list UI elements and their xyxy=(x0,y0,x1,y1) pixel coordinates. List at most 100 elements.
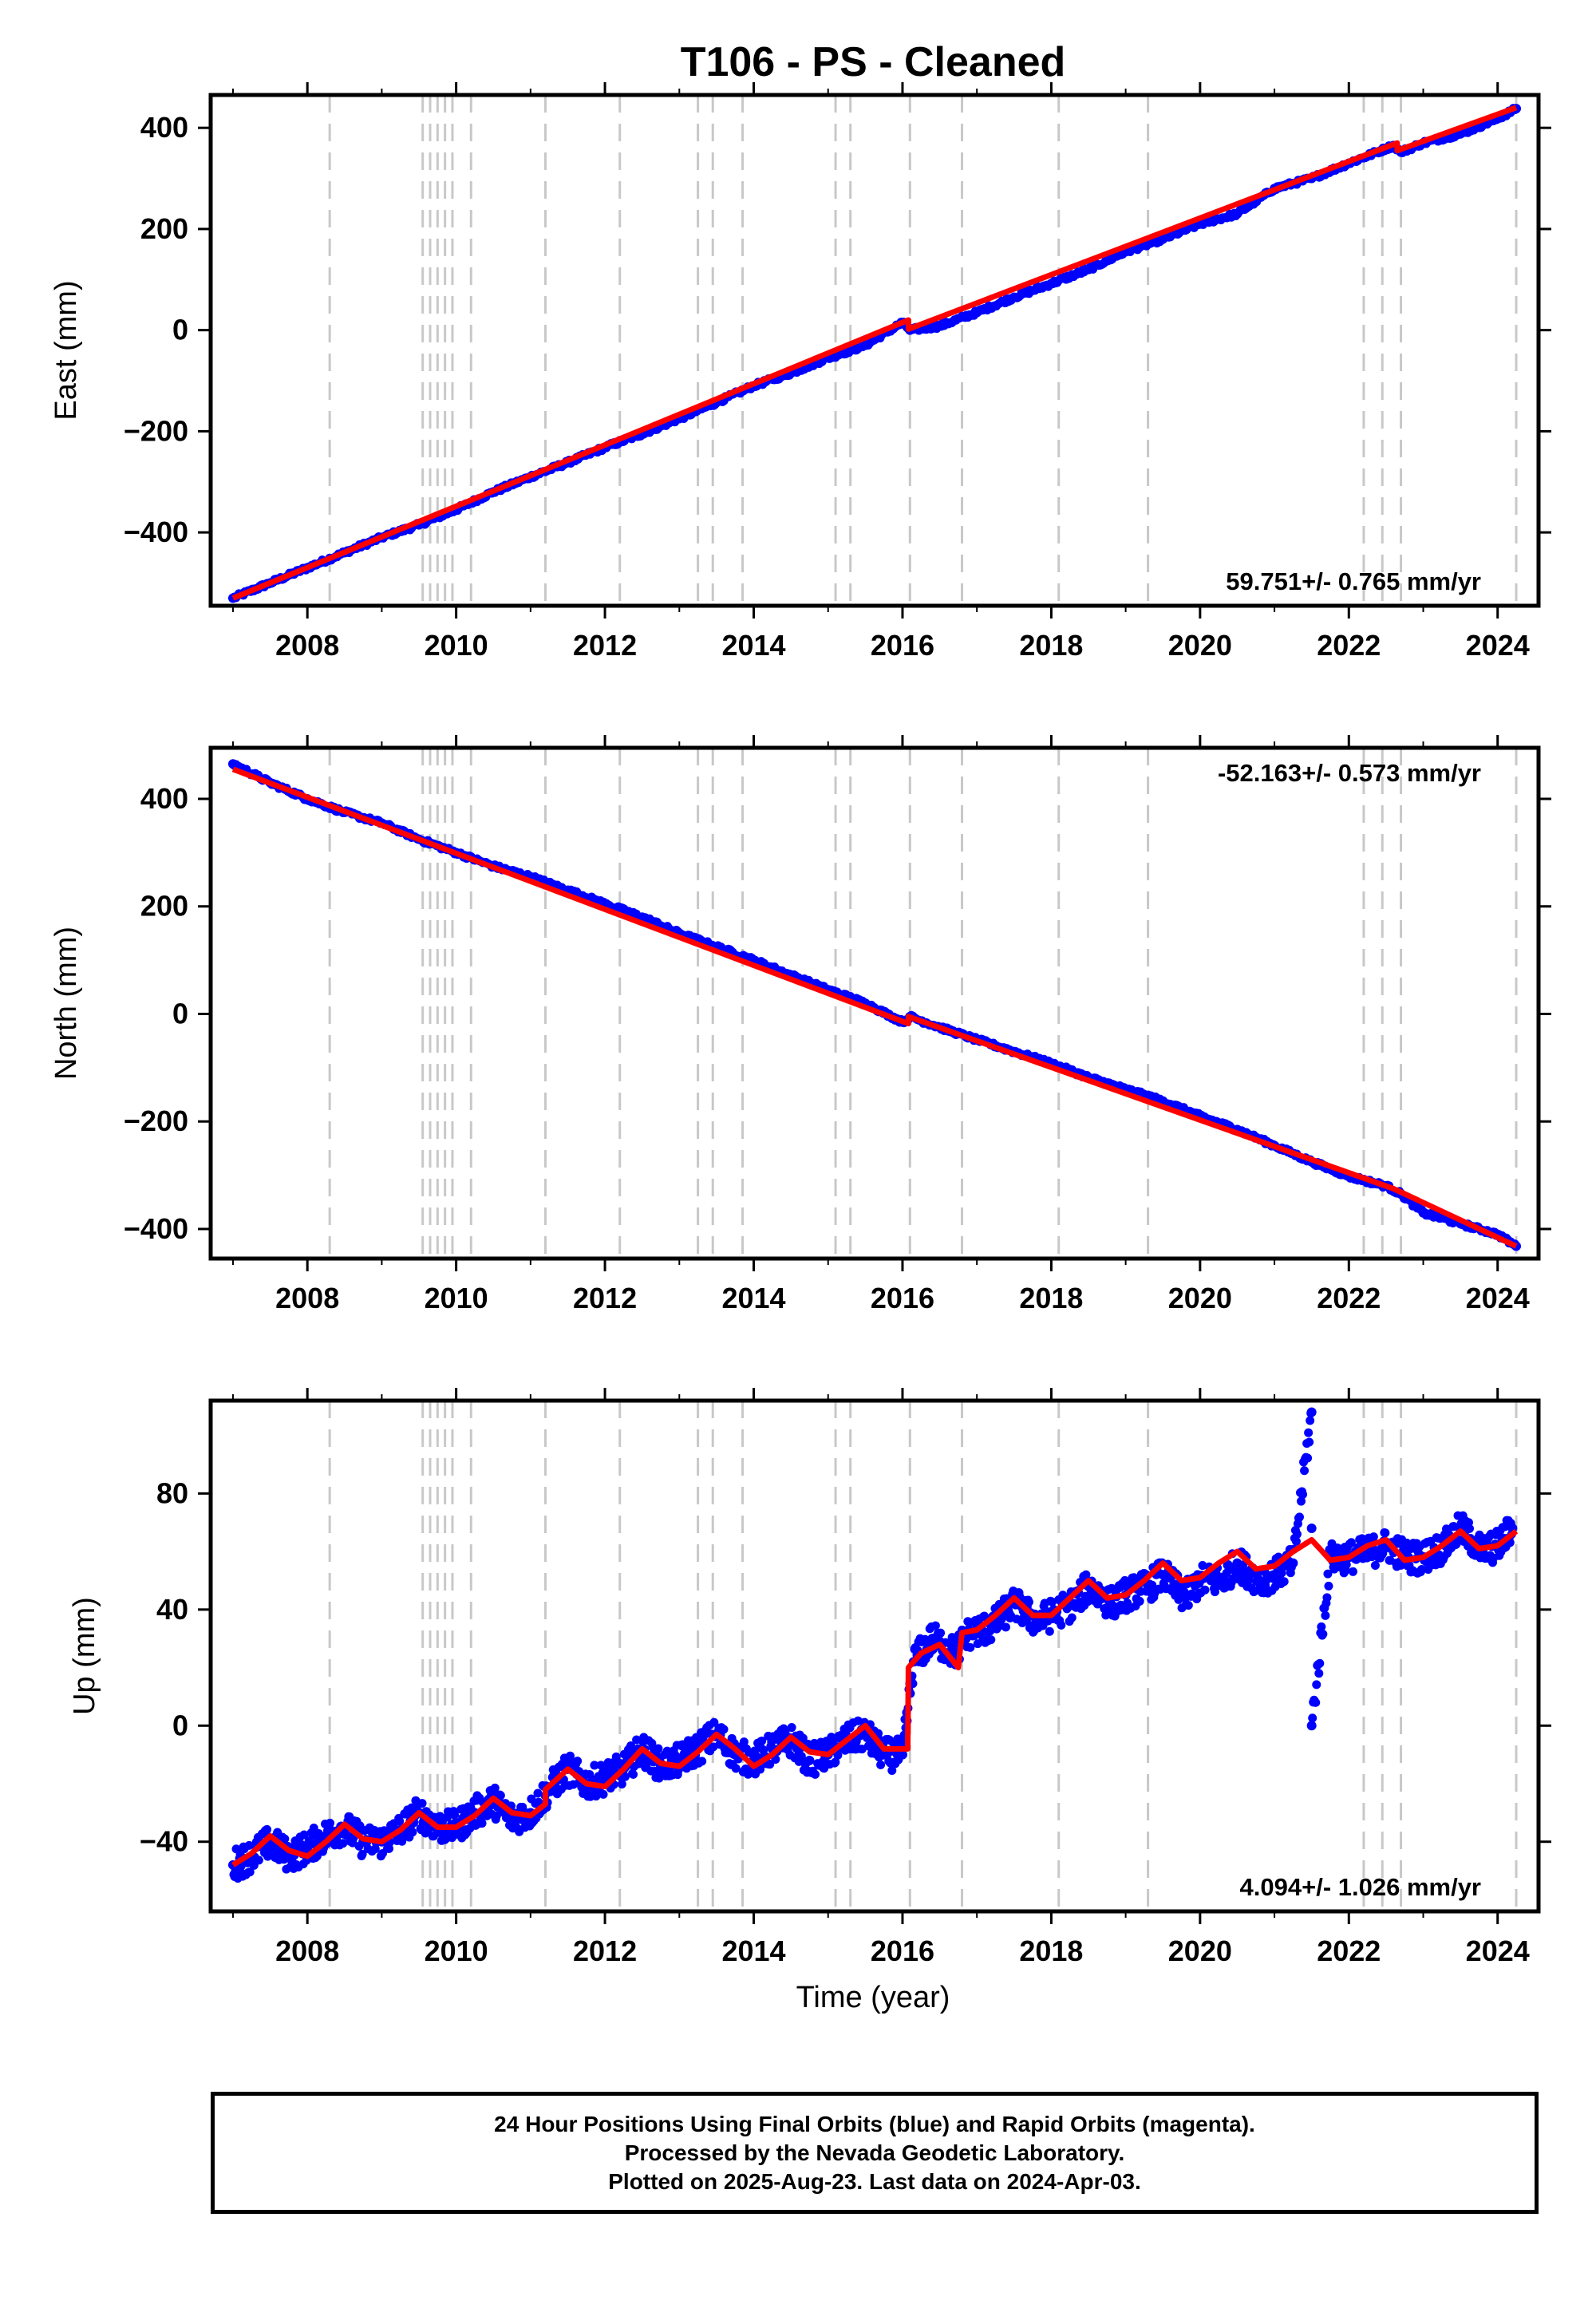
up-point-fill-9-15 xyxy=(408,1828,417,1837)
up-point-fill-5-21 xyxy=(338,1839,348,1848)
up-point-fill-63-17 xyxy=(1381,1528,1390,1538)
up-point-fill-21-2 xyxy=(620,1772,630,1781)
up-point-fill-11-21 xyxy=(450,1810,460,1820)
up-point-fill-60-5 xyxy=(1311,1697,1321,1707)
up-plot-frame xyxy=(208,1398,1541,1914)
up-point-fill-44-25 xyxy=(1067,1613,1077,1622)
north-grid-lines xyxy=(328,748,1518,1259)
processing-footer: 24 Hour Positions Using Final Orbits (bl… xyxy=(211,2092,1539,2214)
north-xtick-label-8: 2024 xyxy=(1466,1282,1530,1314)
up-point-fill-28-10 xyxy=(757,1736,767,1745)
east-ytick-label-4: 400 xyxy=(140,111,188,144)
panel-north: −400 −200 0 200 400 2008 2010 2012 2014 2016 2018… xyxy=(49,735,1551,1314)
north-xtick-label-2: 2012 xyxy=(573,1282,637,1314)
north-ytick-label-3: 200 xyxy=(140,890,188,923)
up-point-fill-3-19 xyxy=(299,1830,309,1840)
up-point-fill-56-9 xyxy=(1277,1568,1286,1578)
up-point-fill-40-18 xyxy=(980,1611,990,1621)
east-rate-annotation: 59.751+/- 0.765 mm/yr xyxy=(1226,567,1481,595)
up-point-fill-44-1 xyxy=(1047,1597,1057,1607)
east-ytick-label-0: −400 xyxy=(124,516,188,548)
east-ytick-label-1: −200 xyxy=(124,414,188,447)
up-point-fill-19-21 xyxy=(598,1789,608,1799)
up-xtick-label-6: 2020 xyxy=(1168,1935,1232,1967)
up-point-fill-6-22 xyxy=(358,1849,367,1859)
up-point-fill-52-3 xyxy=(1198,1561,1207,1571)
up-point-fill-16-9 xyxy=(533,1788,543,1798)
up-xtick-label-3: 2014 xyxy=(721,1935,785,1967)
north-xtick-label-1: 2010 xyxy=(425,1282,488,1314)
up-xtick-label-2: 2012 xyxy=(573,1935,637,1967)
up-point-fill-42-18 xyxy=(1024,1597,1033,1607)
north-xtick-label-0: 2008 xyxy=(275,1282,339,1314)
east-model-line xyxy=(231,105,1518,601)
up-point-fill-8-22 xyxy=(395,1816,405,1826)
north-axis-label: North (mm) xyxy=(49,927,83,1080)
up-point-fill-65-16 xyxy=(1416,1565,1426,1575)
up-point-31 xyxy=(804,1755,815,1765)
east-xtick-label-2: 2012 xyxy=(573,629,637,662)
east-xtick-label-0: 2008 xyxy=(275,629,339,662)
north-xtick-label-4: 2016 xyxy=(871,1282,934,1314)
up-point-fill-35-10 xyxy=(887,1766,897,1776)
up-point-fill-60-1 xyxy=(1308,1713,1317,1723)
north-ytick-label-4: 400 xyxy=(140,782,188,815)
east-xtick-label-3: 2014 xyxy=(721,629,785,662)
up-point-fill-22-20 xyxy=(654,1744,663,1753)
up-point-fill-43-16 xyxy=(1045,1626,1054,1636)
up-point-60 xyxy=(1306,1721,1317,1731)
up-axis-label: Up (mm) xyxy=(68,1597,101,1715)
up-point-fill-41-17 xyxy=(1001,1622,1010,1632)
up-xtick-label-5: 2018 xyxy=(1019,1935,1083,1967)
up-ytick-label-3: 80 xyxy=(156,1476,188,1509)
up-point-fill-57-8 xyxy=(1294,1512,1304,1522)
up-point-fill-60-12 xyxy=(1317,1622,1326,1631)
east-axis-ticks xyxy=(198,82,1551,619)
up-point-fill-31-7 xyxy=(811,1769,820,1779)
up-point-fill-57-20 xyxy=(1305,1437,1314,1447)
panel-east: −400 −200 0 200 400 2008 2010 2012 2014 2016 2018… xyxy=(49,82,1551,662)
up-ytick-label-1: 0 xyxy=(172,1709,188,1741)
east-ytick-label-2: 0 xyxy=(172,314,188,346)
north-axis-ticks xyxy=(198,735,1551,1271)
north-y-tick-labels: −400 −200 0 200 400 xyxy=(124,782,188,1245)
up-point-fill-61-20 xyxy=(1341,1559,1351,1569)
up-point-fill-30-15 xyxy=(798,1733,808,1743)
north-ytick-label-1: −200 xyxy=(124,1105,188,1137)
up-point-fill-40-1 xyxy=(966,1642,975,1652)
panel-up: −40 0 40 80 2008 2010 2012 2014 2016 2018 2020 202… xyxy=(68,1388,1551,1967)
up-point-fill-57-5 xyxy=(1292,1529,1302,1539)
up-point-fill-60-14 xyxy=(1318,1629,1328,1638)
north-x-tick-labels: 2008 2010 2012 2014 2016 2018 2020 2022 2024 xyxy=(275,1282,1530,1314)
up-point-fill-68-11 xyxy=(1465,1524,1475,1533)
up-point-fill-10-4 xyxy=(417,1799,427,1808)
north-plot-frame xyxy=(208,745,1541,1261)
up-point-fill-60-10 xyxy=(1315,1658,1325,1668)
up-point-fill-26-9 xyxy=(719,1725,729,1734)
up-point-fill-63-5 xyxy=(1370,1561,1380,1571)
up-point-fill-32-9 xyxy=(831,1757,840,1767)
figure-title: T106 - PS - Cleaned xyxy=(681,39,1066,85)
east-y-tick-labels: −400 −200 0 200 400 xyxy=(124,111,188,548)
up-point-fill-49-5 xyxy=(1148,1580,1157,1590)
north-ytick-label-0: −400 xyxy=(124,1212,188,1245)
up-point-fill-32-12 xyxy=(833,1750,843,1760)
up-xtick-label-8: 2024 xyxy=(1466,1935,1530,1967)
up-point-fill-60-20 xyxy=(1323,1569,1333,1579)
east-plot-frame xyxy=(208,93,1541,608)
up-point-59 xyxy=(1306,1524,1317,1533)
up-point-fill-44-12 xyxy=(1057,1620,1066,1630)
up-point-fill-19-10 xyxy=(590,1761,599,1770)
north-xtick-label-3: 2014 xyxy=(721,1282,785,1314)
up-point-fill-56-12 xyxy=(1279,1577,1289,1587)
up-point-fill-14-9 xyxy=(496,1791,505,1800)
up-point-fill-19-4 xyxy=(585,1769,595,1779)
up-point-fill-20-21 xyxy=(617,1779,626,1788)
north-rate-annotation: -52.163+/- 0.573 mm/yr xyxy=(1218,759,1481,787)
up-point-fill-60-9 xyxy=(1314,1669,1324,1678)
east-ytick-label-3: 200 xyxy=(140,212,188,245)
north-xtick-label-7: 2022 xyxy=(1317,1282,1381,1314)
up-point-fill-0-21 xyxy=(245,1867,255,1877)
up-y-tick-labels: −40 0 40 80 xyxy=(140,1476,188,1857)
up-point-fill-34-19 xyxy=(876,1760,886,1769)
